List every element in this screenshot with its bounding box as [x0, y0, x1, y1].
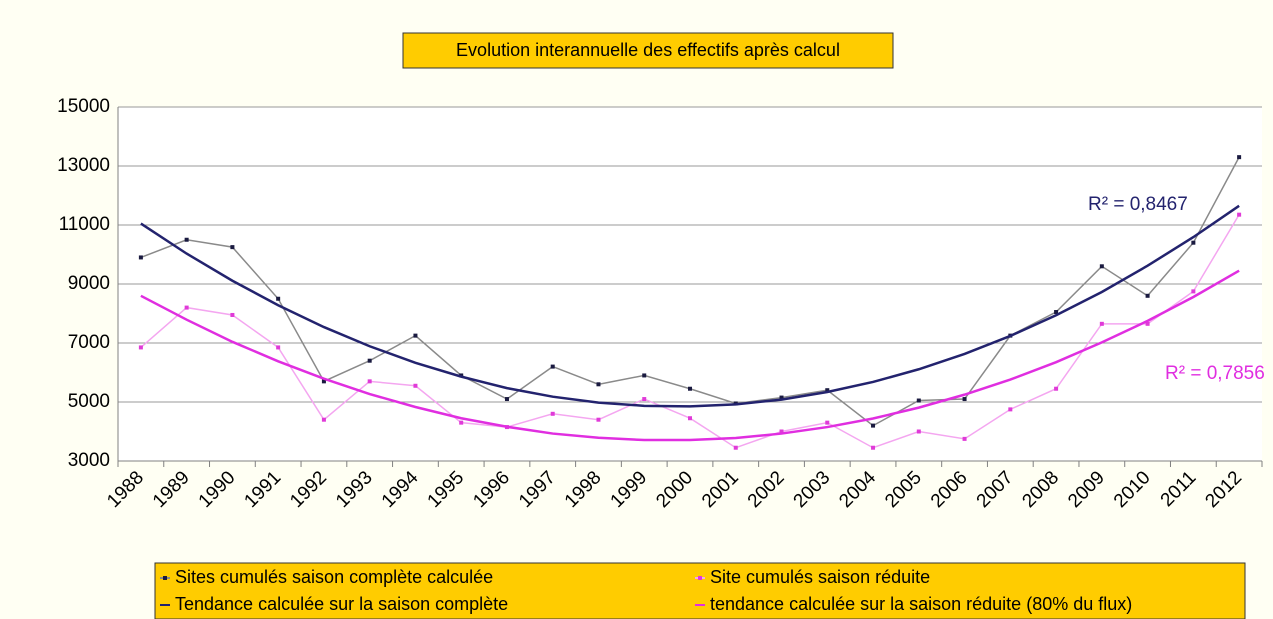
data-point [596, 417, 601, 422]
data-point [733, 445, 738, 450]
x-tick-label: 2002 [744, 467, 789, 512]
data-point [779, 429, 784, 434]
data-point [184, 305, 189, 310]
data-point [413, 383, 418, 388]
legend [154, 562, 1246, 619]
x-tick-label: 2007 [973, 467, 1018, 512]
y-tick-label: 7000 [68, 332, 110, 353]
data-point [367, 358, 372, 363]
data-point [642, 373, 647, 378]
data-point [550, 364, 555, 369]
data-point [688, 386, 692, 391]
data-point [871, 445, 876, 450]
data-point [916, 429, 921, 434]
legend-marker [163, 576, 167, 580]
data-point [962, 436, 967, 441]
y-tick-label: 9000 [68, 273, 110, 294]
data-point [1145, 293, 1150, 298]
data-point [321, 379, 326, 384]
x-tick-label: 1996 [469, 467, 514, 512]
data-point [825, 420, 830, 425]
data-point [916, 398, 921, 403]
data-point [504, 397, 509, 402]
data-point [367, 379, 372, 384]
data-point [1191, 289, 1196, 294]
data-point [550, 411, 555, 416]
data-point [276, 345, 281, 350]
title-box [402, 32, 894, 69]
x-tick-label: 1998 [561, 467, 606, 512]
legend-label: tendance calculée sur la saison réduite … [710, 594, 1132, 614]
data-point [642, 397, 647, 402]
data-point [138, 255, 143, 260]
data-point [138, 345, 143, 350]
legend-marker [698, 576, 702, 580]
r-squared: R² = 0,7856 [1165, 363, 1265, 384]
legend-label: Site cumulés saison réduite [710, 567, 930, 587]
x-tick-label: 2010 [1110, 467, 1155, 512]
x-tick-label: 2004 [835, 467, 880, 512]
r-squared: R² = 0,8467 [1088, 194, 1188, 215]
trend-line [140, 269, 1240, 442]
y-tick-label: 15000 [57, 96, 110, 117]
data-point [596, 382, 601, 387]
data-point [1099, 264, 1104, 269]
x-tick-label: 1991 [240, 467, 285, 512]
y-tick-label: 3000 [68, 450, 110, 471]
data-point [413, 333, 418, 338]
data-point [459, 420, 464, 425]
x-tick-label: 2012 [1201, 467, 1246, 512]
x-tick-label: 2003 [790, 467, 835, 512]
x-tick-label: 2005 [881, 467, 926, 512]
x-tick-label: 1992 [286, 467, 331, 512]
x-tick-label: 1995 [424, 467, 469, 512]
x-tick-label: 2000 [652, 467, 697, 512]
x-tick-label: 1993 [332, 467, 377, 512]
data-point [779, 395, 784, 400]
x-tick-label: 1994 [378, 467, 423, 512]
x-tick-label: 2006 [927, 467, 972, 512]
data-point [1008, 407, 1013, 412]
x-tick-label: 2011 [1157, 467, 1201, 511]
x-tick-label: 2008 [1018, 467, 1063, 512]
x-tick-label: 1999 [607, 467, 652, 512]
x-tick-label: 2001 [698, 467, 743, 512]
x-tick-label: 1989 [149, 467, 194, 512]
data-point [184, 237, 189, 242]
data-point [688, 416, 692, 421]
legend-label: Sites cumulés saison complète calculée [175, 567, 493, 587]
data-point [1237, 155, 1242, 160]
x-tick-label: 1990 [195, 467, 240, 512]
data-point [962, 397, 967, 402]
y-tick-label: 13000 [57, 155, 110, 176]
y-tick-label: 11000 [59, 214, 110, 235]
data-point [871, 423, 876, 428]
x-tick-label: 1988 [103, 467, 148, 512]
data-point [1099, 321, 1104, 326]
data-point [1054, 310, 1059, 315]
chart-title: Evolution interannuelle des effectifs ap… [456, 40, 840, 60]
data-point [230, 312, 235, 317]
trend-line [140, 204, 1240, 408]
data-point [230, 245, 235, 250]
legend-label: Tendance calculée sur la saison complète [175, 594, 508, 614]
data-point [321, 417, 326, 422]
x-tick-label: 2009 [1064, 467, 1109, 512]
data-point [1054, 386, 1059, 391]
data-point [1191, 240, 1196, 245]
data-point [825, 388, 830, 393]
data-point [1145, 321, 1150, 326]
data-point [1237, 212, 1242, 217]
x-tick-label: 1997 [515, 467, 560, 512]
data-point [276, 296, 281, 301]
y-tick-label: 5000 [68, 391, 110, 412]
